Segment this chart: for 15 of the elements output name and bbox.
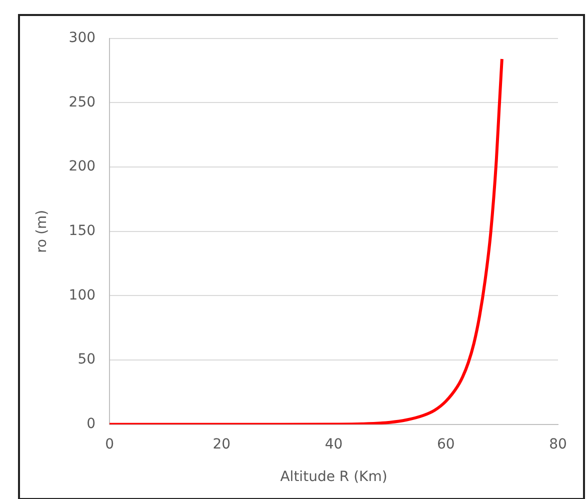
y-tick-label: 50 — [78, 352, 96, 368]
x-tick-label: 80 — [549, 436, 567, 452]
x-tick-label: 0 — [105, 436, 114, 452]
x-axis-title: Altitude R (Km) — [280, 469, 388, 486]
y-tick-label: 300 — [68, 30, 96, 46]
y-tick-label: 100 — [68, 287, 96, 304]
x-tick-label: 40 — [324, 436, 343, 452]
y-tick-label: 0 — [86, 416, 96, 432]
line-series — [110, 57, 504, 424]
y-tick-label: 200 — [68, 158, 96, 175]
y-tick-label: 150 — [68, 223, 96, 240]
y-axis-title: ro (m) — [34, 210, 50, 253]
x-tick-label: 60 — [436, 436, 455, 452]
x-tick-label: 20 — [212, 436, 231, 452]
y-tick-label: 250 — [68, 94, 96, 110]
